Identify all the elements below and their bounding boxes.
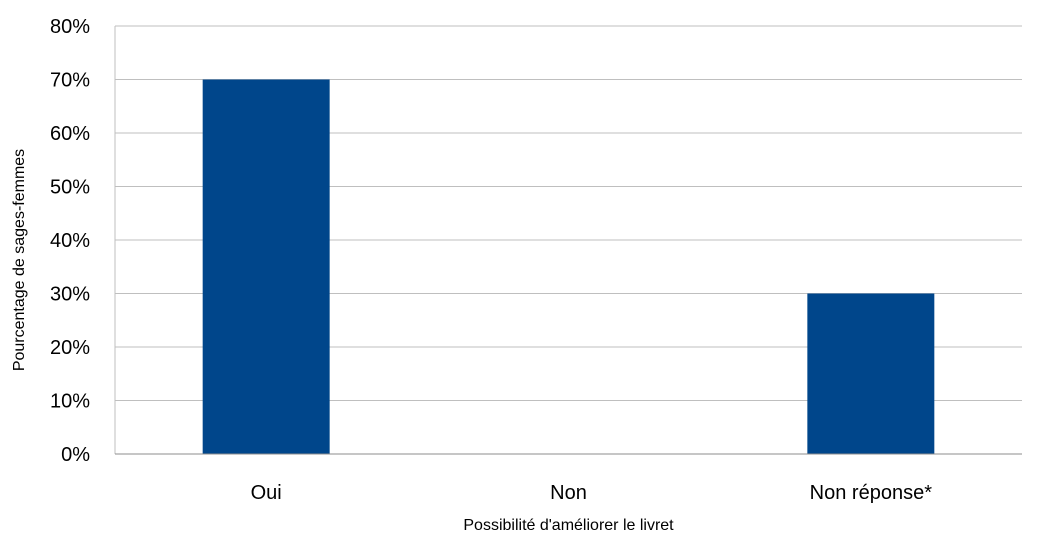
y-tick-label: 60%: [50, 123, 90, 145]
y-tick-label: 0%: [61, 444, 90, 466]
x-axis-title: Possibilité d'améliorer le livret: [463, 517, 674, 534]
y-tick-label: 50%: [50, 177, 90, 199]
y-tick-label: 70%: [50, 70, 90, 92]
y-axis-ticks: 0% 10% 20% 30% 40% 50% 60% 70% 80%: [50, 16, 90, 466]
y-tick-label: 20%: [50, 337, 90, 359]
y-tick-label: 80%: [50, 16, 90, 38]
x-axis-categories: Oui Non Non réponse*: [251, 482, 933, 504]
y-tick-label: 30%: [50, 284, 90, 306]
bar: [202, 79, 330, 454]
y-tick-label: 10%: [50, 391, 90, 413]
y-tick-label: 40%: [50, 230, 90, 252]
bars: [202, 79, 935, 454]
x-category-label: Non: [550, 482, 587, 504]
bar: [807, 293, 935, 454]
x-category-label: Oui: [251, 482, 282, 504]
y-axis-title: Pourcentage de sages-femmes: [11, 149, 28, 371]
x-category-label: Non réponse*: [810, 482, 933, 504]
